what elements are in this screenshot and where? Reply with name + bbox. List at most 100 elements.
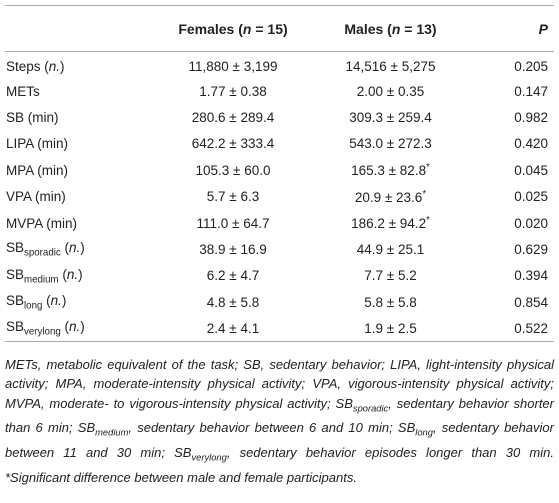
table-row: SBsporadic (n.) 38.9 ± 16.9 44.9 ± 25.1 0.6…	[5, 236, 554, 262]
table-cell: 186.2 ± 94.2*	[328, 210, 453, 236]
table-cell: 0.025	[453, 183, 554, 209]
table-cell: 0.045	[453, 157, 554, 183]
table-cell: 0.522	[453, 315, 554, 341]
text-segment: , sedentary behavior shorter than 6 min;…	[5, 395, 554, 436]
text-segment: Males (	[344, 20, 392, 37]
table-cell: 11,880 ± 3,199	[138, 52, 328, 78]
text-segment: SB	[6, 293, 25, 309]
table-row: MPA (min) 105.3 ± 60.0 165.3 ± 82.8* 0.045	[5, 157, 554, 183]
text-segment: , sedentary behavior between 11 and 30 m…	[5, 420, 554, 461]
table-row: SB (min) 280.6 ± 289.4 309.3 ± 259.4 0.982	[5, 104, 554, 130]
table-cell: 0.147	[453, 78, 554, 104]
table-cell: 0.205	[453, 52, 554, 78]
table-cell: 165.3 ± 82.8*	[328, 157, 453, 183]
cell-text: 5.8 ± 5.8	[364, 294, 417, 310]
cell-text: 280.6 ± 289.4	[191, 109, 275, 125]
text-segment: n.	[50, 293, 62, 309]
table-row: METs 1.77 ± 0.38 2.00 ± 0.35 0.147	[5, 78, 554, 104]
header-row: Females (n = 15) Males (n = 13) P	[5, 5, 554, 52]
cell-text: 11,880 ± 3,199	[188, 58, 278, 74]
text-segment: *	[422, 188, 427, 200]
table-cell: 14,516 ± 5,275	[328, 52, 453, 78]
table-cell: 0.982	[453, 104, 554, 130]
table-cell: 6.2 ± 4.7	[138, 263, 328, 289]
table-cell: MPA (min)	[5, 157, 138, 183]
text-segment: n.	[69, 319, 81, 335]
table-row: MVPA (min) 111.0 ± 64.7 186.2 ± 94.2* 0.020	[5, 210, 554, 236]
text-segment: (	[42, 293, 51, 309]
table-cell: 20.9 ± 23.6*	[328, 183, 453, 209]
table-cell: 543.0 ± 272.3	[328, 131, 453, 157]
cell-text: 642.2 ± 333.4	[191, 136, 275, 152]
text-segment: long	[415, 427, 433, 438]
text-segment: n.	[69, 240, 81, 256]
cell-text: 1.9 ± 2.5	[364, 320, 417, 336]
cell-text: 1.77 ± 0.38	[199, 83, 267, 99]
table-cell: 44.9 ± 25.1	[328, 236, 453, 262]
cell-text: 2.4 ± 4.1	[206, 320, 260, 336]
cell-text: 0.522	[514, 320, 548, 336]
cell-text: LIPA (min)	[6, 136, 69, 152]
text-segment: 165.3 ± 82.8	[351, 163, 427, 179]
footnote: METs, metabolic equivalent of the task; …	[5, 355, 554, 487]
text-segment: (	[60, 240, 70, 256]
table-header: Females (n = 15) Males (n = 13) P	[5, 5, 554, 52]
text-segment: = 13)	[400, 20, 437, 37]
header-cell	[5, 6, 138, 52]
text-segment: *	[426, 162, 430, 174]
cell-text: 0.629	[514, 241, 548, 257]
table-cell: SBlong (n.)	[5, 289, 138, 315]
cell-text: 0.020	[514, 215, 548, 231]
text-segment: Steps (	[6, 58, 49, 74]
header-cell: Females (n = 15)	[138, 6, 328, 52]
text-segment: , sedentary behavior between 6 and 10 mi…	[128, 420, 416, 436]
cell-text: 0.420	[514, 136, 548, 152]
table-cell: 111.0 ± 64.7	[138, 210, 328, 236]
table-row: VPA (min) 5.7 ± 6.3 20.9 ± 23.6* 0.025	[5, 183, 554, 209]
table-row: SBverylong (n.) 2.4 ± 4.1 1.9 ± 2.5 0.522	[5, 315, 554, 341]
table-cell: 0.854	[453, 289, 554, 315]
table-cell: 0.629	[453, 236, 554, 262]
text-segment: )	[78, 266, 83, 282]
cell-text: 0.854	[514, 294, 548, 310]
table-cell: 5.8 ± 5.8	[328, 289, 453, 315]
data-table: Females (n = 15) Males (n = 13) P Steps (n…	[5, 5, 554, 343]
text-segment: long	[24, 300, 43, 312]
table-cell: 5.7 ± 6.3	[138, 183, 328, 209]
table-cell: MVPA (min)	[5, 210, 138, 236]
text-segment: )	[61, 293, 67, 309]
cell-text: 44.9 ± 25.1	[356, 241, 425, 257]
table-cell: SBverylong (n.)	[5, 315, 138, 341]
text-segment: METs, metabolic equivalent of the task; …	[5, 357, 554, 411]
cell-text: MPA (min)	[6, 162, 69, 178]
cell-text: SB (min)	[6, 109, 59, 125]
table-cell: 7.7 ± 5.2	[328, 263, 453, 289]
text-segment: sporadic	[24, 247, 61, 259]
text-segment: = 15)	[251, 20, 288, 37]
cell-text: 543.0 ± 272.3	[349, 136, 432, 152]
cell-text: 105.3 ± 60.0	[195, 162, 271, 178]
text-segment: SB	[6, 266, 25, 282]
text-segment: verylong	[24, 326, 61, 338]
table-cell: 0.020	[453, 210, 554, 236]
cell-text: VPA (min)	[6, 189, 66, 205]
table-cell: SBmedium (n.)	[5, 263, 138, 289]
text-segment: )	[80, 319, 85, 335]
cell-text: 111.0 ± 64.7	[196, 215, 270, 231]
text-segment: medium	[24, 274, 59, 286]
cell-text: 6.2 ± 4.7	[206, 268, 260, 284]
text-segment: 186.2 ± 94.2	[351, 215, 427, 231]
table-cell: 0.394	[453, 263, 554, 289]
table-cell: 2.4 ± 4.1	[138, 315, 328, 341]
cell-text: 4.8 ± 5.8	[206, 294, 260, 310]
text-segment: *	[426, 215, 430, 227]
table-cell: VPA (min)	[5, 183, 138, 209]
table-row: Steps (n.) 11,880 ± 3,199 14,516 ± 5,275 0.…	[5, 52, 554, 78]
text-segment: n.	[48, 58, 61, 74]
text-segment: n	[242, 20, 252, 37]
cell-text: 5.7 ± 6.3	[206, 189, 260, 205]
cell-text: 0.025	[514, 189, 548, 205]
table-cell: 0.420	[453, 131, 554, 157]
cell-text: 7.7 ± 5.2	[364, 268, 417, 284]
